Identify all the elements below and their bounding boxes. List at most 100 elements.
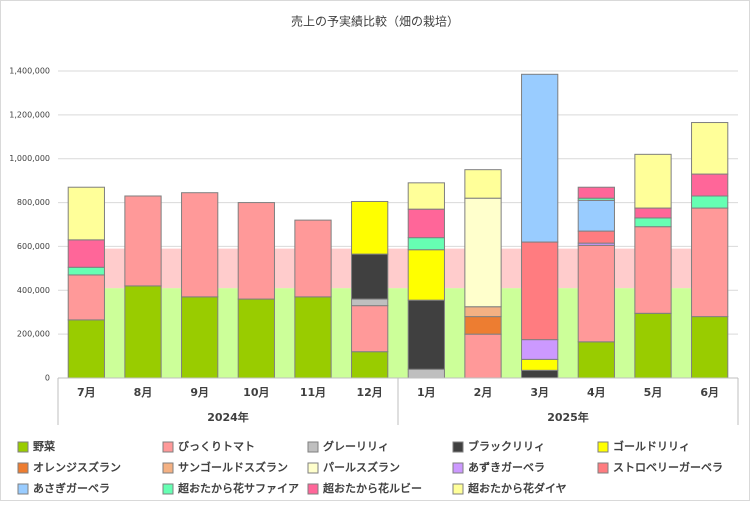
y-tick-label: 400,000 (17, 286, 50, 295)
bar-segment (351, 253, 389, 300)
bar-segment (691, 122, 729, 175)
bar-segment (464, 333, 502, 379)
bar-segment (67, 274, 105, 321)
group-label: 2025年 (547, 410, 589, 424)
bar-segment (181, 192, 219, 298)
legend-swatch (452, 462, 464, 474)
legend-label: パールスズラン (323, 460, 400, 474)
bar-segment (407, 208, 445, 239)
legend-label: オレンジスズラン (33, 460, 121, 474)
bar-segment (67, 239, 105, 268)
bar-segment (521, 339, 559, 360)
legend-swatch (307, 483, 319, 495)
x-tick-label: 4月 (587, 386, 606, 399)
bar-segment (634, 312, 672, 379)
bar-segment (351, 298, 389, 307)
legend-swatch (17, 462, 29, 474)
bar-segment (407, 237, 445, 251)
x-tick-label: 2月 (474, 386, 493, 399)
legend-label: あずきガーベラ (468, 460, 545, 474)
legend-swatch (597, 441, 609, 453)
legend-swatch (17, 483, 29, 495)
bar-segment (577, 199, 615, 232)
bar-segment (691, 173, 729, 197)
bar-segment (464, 169, 502, 199)
x-tick-label: 8月 (134, 386, 153, 399)
bar-segment (521, 241, 559, 341)
x-tick-label: 3月 (530, 386, 549, 399)
x-tick-label: 5月 (644, 386, 663, 399)
bar-segment (237, 202, 275, 300)
bar-segment (237, 298, 275, 379)
y-tick-label: 1,200,000 (9, 110, 50, 119)
legend-label: グレーリリィ (323, 439, 389, 453)
legend-swatch (17, 441, 29, 453)
bar-segment (294, 219, 332, 298)
x-tick-label: 10月 (243, 386, 269, 399)
bar-segment (124, 195, 162, 287)
bar-segment (577, 341, 615, 379)
x-tick-label: 6月 (700, 386, 719, 399)
y-tick-label: 1,400,000 (9, 67, 50, 76)
y-tick-label: 1,000,000 (9, 154, 50, 163)
group-label: 2024年 (207, 410, 249, 424)
bar-segment (407, 299, 445, 370)
x-tick-label: 9月 (190, 386, 209, 399)
y-tick-label: 600,000 (17, 242, 50, 251)
legend-label: あさぎガーベラ (33, 481, 110, 495)
legend-swatch (162, 483, 174, 495)
legend-label: びっくりトマト (178, 439, 255, 453)
bar-segment (351, 200, 389, 255)
legend-label: ゴールドリリィ (613, 439, 690, 453)
y-tick-label: 800,000 (17, 198, 50, 207)
bar-segment (67, 186, 105, 241)
bar-segment (634, 226, 672, 314)
legend-label: 超おたから花ダイヤ (467, 481, 567, 495)
bar-segment (577, 230, 615, 244)
y-tick-label: 200,000 (17, 330, 50, 339)
bar-segment (464, 306, 502, 318)
bar-segment (294, 296, 332, 379)
x-tick-label: 7月 (77, 386, 96, 399)
bar-segment (691, 207, 729, 318)
bar-segment (407, 368, 445, 379)
bar-segment (634, 153, 672, 209)
legend-label: サンゴールドスズラン (178, 460, 288, 474)
x-tick-label: 1月 (417, 386, 436, 399)
bar-segment (407, 249, 445, 301)
bar-segment (577, 186, 615, 199)
chart-title: 売上の予実績比較（畑の栽培） (291, 14, 459, 29)
area (86, 248, 710, 289)
bar-segment (634, 207, 672, 219)
bar-segment (691, 195, 729, 209)
legend-swatch (452, 483, 464, 495)
legend-swatch (307, 462, 319, 474)
bar-segment (351, 305, 389, 353)
bar-segment (464, 197, 502, 308)
bar-segment (181, 296, 219, 379)
legend-label: 野菜 (33, 439, 56, 453)
legend-label: 超おたから花ルビー (322, 481, 422, 495)
bar-segment (67, 266, 105, 276)
bar-segment (351, 351, 389, 379)
bar-segment (464, 316, 502, 335)
legend-label: 超おたから花サファイア (177, 481, 299, 495)
legend-swatch (162, 462, 174, 474)
legend-swatch (452, 441, 464, 453)
bar-segment (691, 316, 729, 379)
legend-swatch (162, 441, 174, 453)
legend-label: ストロベリーガーベラ (613, 460, 723, 474)
area (86, 288, 710, 378)
bar-segment (521, 358, 559, 371)
bar-segment (407, 182, 445, 210)
x-tick-label: 11月 (300, 386, 326, 399)
bar-segment (521, 369, 559, 379)
x-tick-label: 12月 (357, 386, 383, 399)
bar-segment (634, 217, 672, 228)
legend-swatch (307, 441, 319, 453)
legend-label: ブラックリリィ (468, 439, 545, 453)
bar-segment (521, 73, 559, 243)
y-tick-label: 0 (45, 374, 50, 383)
bar-segment (124, 285, 162, 379)
